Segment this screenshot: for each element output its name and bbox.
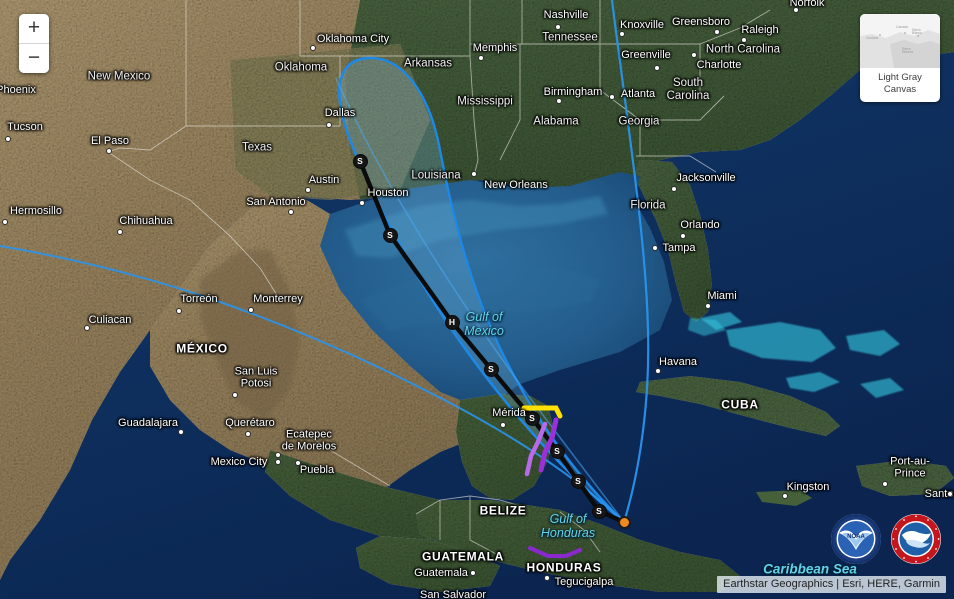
tropical-storm-watch-line: [521, 405, 563, 419]
svg-text:Sierra: Sierra: [912, 28, 921, 32]
basemap-switcher-button[interactable]: Canada Sierra Blanca Cordoba Sierra More…: [860, 14, 940, 102]
track-point-marker-s[interactable]: S: [549, 443, 565, 459]
agency-logos: NOAA: [830, 513, 942, 565]
tropical-storm-warning-line-honduras: [528, 546, 582, 558]
tropical-storm-warning-line-east: [538, 417, 559, 473]
svg-text:Canada: Canada: [896, 25, 908, 29]
map-attribution: Earthstar Geographics | Esri, HERE, Garm…: [717, 576, 946, 593]
svg-text:NOAA: NOAA: [847, 534, 865, 540]
svg-text:Cordoba: Cordoba: [866, 36, 878, 40]
zoom-in-button[interactable]: +: [19, 14, 49, 44]
track-point-marker-s[interactable]: S: [483, 361, 499, 377]
tropical-storm-warning-line-inner: [524, 421, 548, 477]
track-point-marker-h[interactable]: H: [444, 314, 460, 330]
current-storm-position-marker[interactable]: [617, 515, 631, 529]
nws-logo: [891, 514, 941, 564]
svg-text:Sierra: Sierra: [902, 47, 911, 51]
track-point-marker-s[interactable]: S: [591, 503, 607, 519]
svg-text:Blanca: Blanca: [912, 31, 922, 35]
track-point-marker-s[interactable]: S: [352, 153, 368, 169]
track-point-marker-s[interactable]: S: [382, 227, 398, 243]
zoom-out-button[interactable]: −: [19, 44, 49, 73]
basemap-caption: Light Gray Canvas: [878, 72, 922, 95]
noaa-logo: NOAA: [831, 514, 881, 564]
track-point-marker-s[interactable]: S: [524, 410, 540, 426]
basemap-thumbnail: Canada Sierra Blanca Cordoba Sierra More…: [860, 14, 940, 68]
cone-inner-guide: [335, 77, 625, 523]
track-point-marker-s[interactable]: S: [570, 473, 586, 489]
cone-edge-right: [610, 0, 650, 523]
svg-text:Morena: Morena: [902, 50, 913, 54]
zoom-control[interactable]: + −: [19, 14, 49, 73]
